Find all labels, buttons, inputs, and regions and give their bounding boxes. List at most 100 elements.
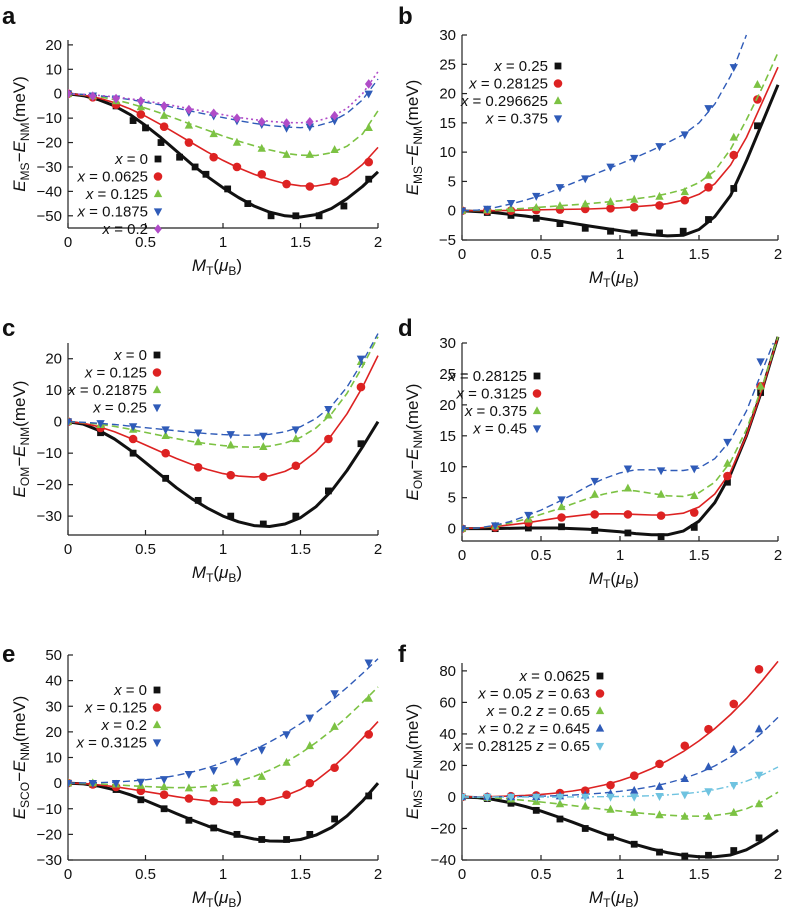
data-point (157, 139, 165, 146)
data-point (558, 523, 565, 531)
panel-a: a 0 0.5 1 1.5 2 −50 −40 −30 −20 −10 0 10 20 MT(μB) EMS−… (2, 3, 382, 278)
y-tick-label: 20 (439, 757, 456, 774)
data-point (607, 833, 614, 841)
y-tick-label: 0 (448, 789, 456, 806)
data-point (364, 90, 373, 99)
legend-label: x = 0 (114, 151, 148, 168)
data-point (136, 110, 146, 119)
data-point (507, 799, 515, 807)
series-3 (68, 333, 379, 441)
data-point (267, 212, 275, 220)
data-point (202, 170, 210, 178)
data-point (68, 418, 73, 427)
y-axis-title: EOM−ENM(meV) (10, 381, 32, 498)
data-point (754, 665, 764, 674)
data-point (209, 783, 218, 792)
x-tick-label: 1 (219, 234, 227, 251)
series-line (68, 92, 380, 219)
panel-e: e 0 0.5 1 1.5 2 −30 −20 −10 0 10 20 30 40 50 MT(μB) ESCO… (2, 641, 382, 910)
legend-marker (152, 385, 162, 394)
data-point (729, 150, 739, 160)
series-line (462, 791, 779, 817)
x-tick-label: 0.5 (531, 866, 552, 883)
y-tick-label: −40 (37, 183, 62, 200)
data-point (756, 358, 765, 367)
y-tick-label: 0 (54, 86, 62, 103)
series-line (68, 686, 379, 789)
legend-label: x = 0.25 (493, 58, 548, 75)
y-tick-label: −30 (37, 159, 62, 176)
legend-marker (152, 404, 162, 413)
data-point (730, 185, 738, 192)
data-point (259, 432, 268, 441)
data-point (630, 793, 639, 802)
data-point (96, 420, 105, 429)
data-point (629, 771, 639, 780)
data-point (184, 783, 194, 792)
data-point (532, 793, 541, 802)
data-point (606, 204, 615, 213)
x-axis-title: MT(μB) (192, 563, 242, 585)
data-point (655, 810, 664, 819)
data-point (185, 104, 193, 115)
series-3 (462, 34, 748, 216)
x-tick-label: 1.5 (290, 866, 311, 883)
panel-letter: e (2, 641, 15, 668)
data-point (160, 101, 168, 111)
legend-label: x = 0.2 z = 0.65 (486, 703, 590, 720)
data-point (184, 771, 194, 779)
panel-letter: d (398, 315, 413, 342)
data-point (753, 79, 762, 88)
data-point (209, 152, 218, 162)
series-4 (68, 71, 379, 128)
data-point (68, 88, 72, 99)
legend-marker (153, 686, 161, 694)
series-2 (68, 88, 379, 158)
y-tick-label: 40 (439, 726, 456, 743)
data-point (690, 491, 699, 499)
x-axis-title: MT(μB) (589, 569, 639, 591)
series-line (68, 71, 379, 124)
data-point (532, 202, 541, 211)
legend-label: x = 0.2 z = 0.645 (477, 721, 590, 738)
data-point (232, 162, 242, 172)
data-point (680, 187, 689, 196)
x-axis-title: MT(μB) (589, 888, 639, 910)
data-point (159, 110, 169, 119)
y-tick-label: 10 (45, 382, 62, 399)
x-tick-label: 1.5 (689, 246, 710, 263)
data-point (227, 512, 235, 520)
x-tick-label: 0 (64, 234, 72, 251)
data-point (184, 794, 194, 803)
data-point (754, 799, 764, 808)
legend-marker (153, 189, 163, 198)
x-tick-label: 2 (374, 541, 382, 558)
y-tick-label: 0 (448, 203, 456, 220)
data-point (233, 830, 241, 838)
series-line (68, 92, 379, 157)
data-point (623, 465, 633, 474)
data-point (630, 785, 639, 794)
data-point (232, 758, 242, 767)
y-tick-label: 25 (439, 56, 456, 73)
y-tick-label: 10 (439, 459, 456, 476)
series-3 (462, 342, 774, 534)
data-point (282, 179, 291, 189)
data-point (259, 442, 268, 451)
x-tick-label: 0 (458, 547, 466, 564)
data-point (724, 478, 731, 486)
data-point (357, 440, 365, 448)
legend-marker (532, 389, 542, 398)
data-point (232, 137, 242, 146)
x-tick-label: 1 (219, 866, 227, 883)
y-tick-label: 30 (439, 335, 456, 352)
data-point (532, 806, 540, 814)
data-point (507, 212, 515, 219)
data-point (364, 693, 373, 702)
legend-marker (595, 723, 605, 732)
y-tick-label: 30 (45, 698, 62, 715)
data-point (259, 472, 268, 482)
data-point (129, 117, 137, 124)
legend-marker (595, 742, 605, 751)
